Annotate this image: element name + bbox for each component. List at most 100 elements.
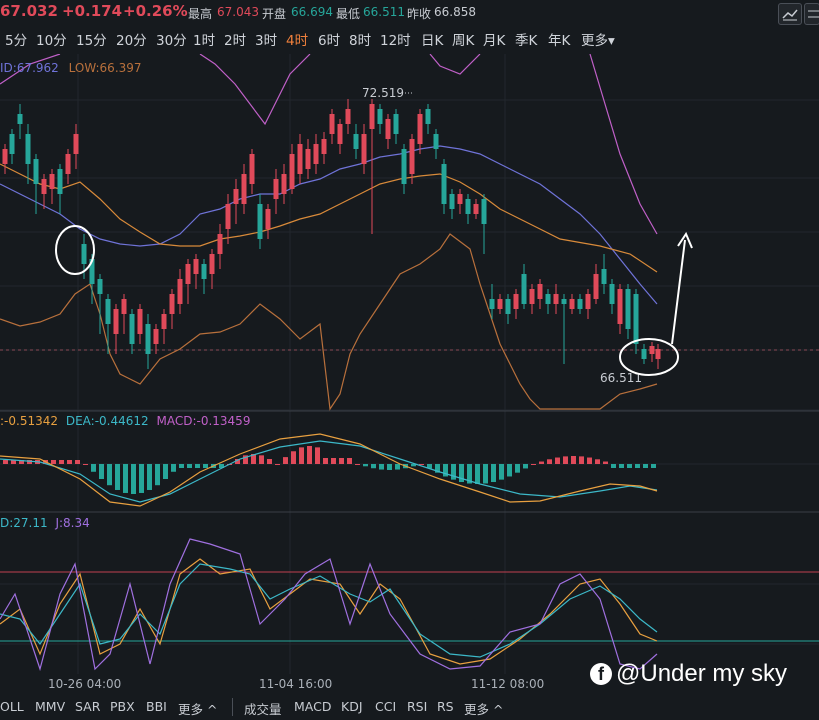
sub-indicator-2[interactable]: KDJ — [341, 699, 363, 714]
circle-mark-left — [55, 225, 95, 275]
candle-body-65 — [521, 274, 527, 304]
candle-body-10 — [81, 244, 87, 264]
main-indicator-5[interactable]: 更多 ^ — [178, 702, 218, 717]
macd-bar-37 — [299, 447, 304, 464]
macd-bar-7 — [59, 460, 64, 464]
chart-type-icon[interactable] — [778, 3, 802, 25]
boll-ma — [0, 163, 658, 273]
macd-dif-value: -0.51342 — [4, 414, 58, 428]
macd-bar-11 — [91, 464, 96, 472]
candle-body-76 — [609, 284, 615, 304]
candle-body-21 — [169, 294, 175, 314]
timeframe-tab-14[interactable]: 月K — [483, 33, 506, 49]
macd-bar-13 — [107, 464, 112, 486]
timeframe-tab-17[interactable]: 更多▾ — [581, 33, 615, 49]
macd-bar-29 — [235, 459, 240, 464]
candle-body-32 — [257, 204, 263, 239]
candle-body-27 — [217, 234, 223, 254]
sub-indicator-1[interactable]: MACD — [294, 699, 332, 714]
candle-body-28 — [225, 204, 231, 229]
main-indicator-1[interactable]: MMV — [35, 699, 66, 714]
candle-body-59 — [473, 204, 479, 214]
main-indicator-2[interactable]: SAR — [75, 699, 101, 714]
sub-indicator-4[interactable]: RSI — [407, 699, 428, 714]
timeframe-tab-7[interactable]: 3时 — [255, 33, 278, 49]
time-label-1: 10-26 04:00 — [48, 677, 122, 691]
timeframe-tab-3[interactable]: 20分 — [116, 33, 147, 49]
macd-bar-68 — [547, 459, 552, 464]
settings-icon[interactable] — [804, 3, 819, 25]
macd-bar-44 — [355, 464, 360, 465]
timeframe-tab-15[interactable]: 季K — [515, 33, 538, 49]
timeframe-tab-2[interactable]: 15分 — [76, 33, 107, 49]
up-arrow-head — [677, 231, 693, 249]
timeframe-bar: 5分 10分 15分 20分 30分 1时 2时 3时 4时 6时 8时 12时 日K 周K 月K 季K 年K 更… — [0, 24, 819, 54]
timeframe-tab-4[interactable]: 30分 — [156, 33, 187, 49]
timeframe-tab-6[interactable]: 2时 — [224, 33, 247, 49]
candle-body-66 — [529, 289, 535, 304]
kdj-legend: D:27.11 J:8.34 — [0, 516, 90, 530]
low-value: 66.511 — [363, 5, 405, 19]
timeframe-tab-5[interactable]: 1时 — [193, 33, 216, 49]
candle-body-55 — [441, 164, 447, 204]
timeframe-tab-1[interactable]: 10分 — [36, 33, 67, 49]
candle-body-52 — [417, 114, 423, 144]
high-value: 67.043 — [217, 5, 259, 19]
price-header: 67.032 +0.174 +0.26% 最高 67.043 开盘 66.694… — [0, 0, 819, 25]
candle-body-51 — [409, 139, 415, 174]
main-indicator-0[interactable]: OLL — [0, 699, 24, 714]
candle-body-53 — [425, 109, 431, 124]
timeframe-tab-8[interactable]: 4时 — [286, 33, 309, 49]
main-indicator-3[interactable]: PBX — [110, 699, 135, 714]
macd-hist-value: MACD:-0.13459 — [156, 414, 251, 428]
candle-body-34 — [273, 179, 279, 199]
low-label: 最低 — [336, 7, 361, 21]
sub-indicator-3[interactable]: CCI — [375, 699, 397, 714]
candle-body-22 — [177, 279, 183, 304]
macd-bar-9 — [75, 460, 80, 464]
macd-panel — [0, 433, 658, 507]
macd-bar-65 — [523, 464, 528, 469]
candle-body-20 — [161, 314, 167, 329]
boll-low-value: LOW:66.397 — [68, 61, 142, 75]
candle-body-42 — [337, 124, 343, 144]
candle-body-71 — [569, 299, 575, 309]
candle-body-7 — [57, 169, 63, 194]
candle-body-16 — [129, 314, 135, 344]
candle-body-1 — [9, 134, 15, 154]
timeframe-tab-12[interactable]: 日K — [421, 33, 444, 49]
indicator-bar: OLL MMV SAR PBX BBI 更多 ^ 成交量 MACD KDJ CCI RSI RS 更多 … — [0, 694, 819, 720]
kdj-panel — [0, 538, 819, 672]
candle-body-37 — [297, 144, 303, 174]
macd-bar-72 — [579, 456, 584, 464]
kline-chart[interactable]: 72.519 66.511 — [0, 54, 819, 694]
price-change: +0.174 — [62, 2, 123, 20]
sub-indicator-0[interactable]: 成交量 — [244, 702, 282, 717]
timeframe-tab-9[interactable]: 6时 — [318, 33, 341, 49]
candle-body-64 — [513, 294, 519, 309]
boll-upper-right — [589, 54, 658, 235]
timeframe-tab-10[interactable]: 8时 — [349, 33, 372, 49]
sub-indicator-5[interactable]: RS — [437, 699, 454, 714]
timeframe-tab-13[interactable]: 周K — [452, 33, 475, 49]
watermark: f @Under my sky — [590, 660, 787, 688]
candle-body-25 — [201, 264, 207, 279]
candle-body-26 — [209, 254, 215, 274]
candle-body-6 — [49, 174, 55, 189]
candle-body-33 — [265, 209, 271, 229]
timeframe-tab-0[interactable]: 5分 — [5, 33, 28, 49]
up-arrow-shaft — [671, 239, 686, 345]
main-indicator-4[interactable]: BBI — [146, 699, 167, 714]
macd-bar-32 — [259, 455, 264, 464]
timeframe-tab-11[interactable]: 12时 — [380, 33, 411, 49]
macd-bar-55 — [443, 464, 448, 477]
macd-bar-73 — [587, 457, 592, 464]
macd-bar-25 — [203, 464, 208, 468]
macd-bar-61 — [491, 464, 496, 483]
timeframe-tab-16[interactable]: 年K — [548, 33, 571, 49]
sub-indicator-6[interactable]: 更多 ^ — [464, 702, 504, 717]
candle-body-46 — [369, 104, 375, 129]
bollinger-bands — [0, 54, 658, 411]
macd-bar-20 — [163, 464, 168, 479]
candle-body-45 — [361, 134, 367, 164]
